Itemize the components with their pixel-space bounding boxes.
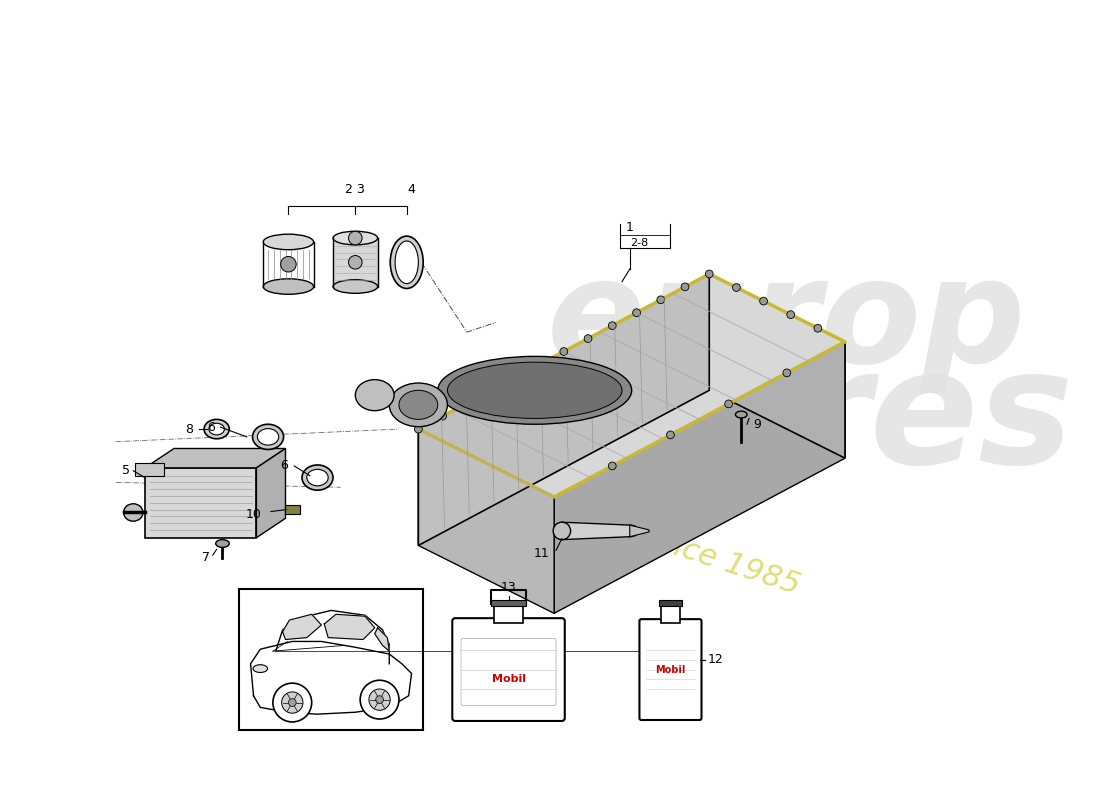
Circle shape (288, 698, 296, 706)
Text: 10: 10 (245, 508, 262, 521)
FancyBboxPatch shape (639, 619, 702, 720)
Text: 7: 7 (202, 550, 210, 563)
Polygon shape (333, 238, 377, 286)
Text: a passion  since 1985: a passion since 1985 (480, 471, 803, 601)
Ellipse shape (399, 390, 438, 419)
Text: 8: 8 (186, 422, 194, 435)
Circle shape (786, 310, 794, 318)
Ellipse shape (209, 423, 224, 435)
Circle shape (368, 689, 390, 710)
Circle shape (487, 386, 495, 394)
Bar (661, 604, 680, 623)
Polygon shape (562, 522, 629, 540)
Text: 5: 5 (121, 464, 130, 478)
Text: 11: 11 (534, 546, 549, 560)
Polygon shape (629, 525, 649, 537)
Text: 2: 2 (343, 183, 352, 196)
Polygon shape (145, 449, 286, 468)
Circle shape (360, 680, 399, 719)
Polygon shape (324, 614, 375, 639)
Text: Mobil: Mobil (656, 665, 685, 674)
Ellipse shape (438, 356, 631, 424)
Circle shape (814, 324, 822, 332)
Ellipse shape (123, 504, 143, 522)
Text: 1: 1 (626, 221, 634, 234)
Ellipse shape (302, 465, 333, 490)
Circle shape (349, 231, 362, 245)
Circle shape (280, 257, 296, 272)
Ellipse shape (355, 380, 394, 410)
Text: Mobil: Mobil (492, 674, 526, 684)
Circle shape (282, 692, 303, 714)
Circle shape (760, 298, 768, 305)
Circle shape (560, 348, 568, 355)
FancyBboxPatch shape (461, 638, 556, 706)
Circle shape (273, 683, 311, 722)
Circle shape (349, 255, 362, 269)
Text: 2-8: 2-8 (629, 238, 648, 248)
Circle shape (584, 334, 592, 342)
Circle shape (725, 400, 733, 408)
Ellipse shape (263, 234, 313, 250)
Circle shape (657, 296, 664, 304)
Polygon shape (710, 274, 845, 458)
Circle shape (463, 399, 471, 407)
Text: 12: 12 (707, 654, 723, 666)
Circle shape (512, 374, 519, 382)
Polygon shape (135, 463, 164, 476)
Bar (285, 505, 300, 514)
Ellipse shape (333, 280, 377, 294)
Bar (659, 600, 682, 606)
Ellipse shape (333, 231, 377, 245)
Ellipse shape (307, 470, 328, 486)
Polygon shape (554, 342, 845, 614)
Circle shape (783, 369, 791, 377)
Polygon shape (418, 274, 845, 497)
Circle shape (733, 284, 740, 291)
Text: 4: 4 (408, 183, 416, 196)
Ellipse shape (257, 429, 278, 445)
Circle shape (608, 462, 616, 470)
Circle shape (376, 696, 384, 703)
Polygon shape (418, 274, 710, 546)
Text: res: res (791, 342, 1074, 497)
Ellipse shape (448, 362, 622, 418)
Circle shape (705, 270, 713, 278)
Text: 6: 6 (207, 421, 215, 434)
Text: 13: 13 (500, 581, 516, 594)
Text: 3: 3 (356, 183, 364, 196)
Bar (145, 468, 256, 538)
Ellipse shape (553, 522, 571, 540)
Ellipse shape (253, 665, 267, 673)
Ellipse shape (395, 241, 418, 284)
Text: 6: 6 (280, 459, 288, 473)
Ellipse shape (389, 383, 448, 426)
Ellipse shape (216, 540, 229, 547)
Text: europ: europ (547, 252, 1026, 393)
Polygon shape (283, 614, 321, 639)
Bar (239, 589, 424, 730)
Ellipse shape (263, 278, 313, 294)
Polygon shape (418, 429, 554, 614)
Circle shape (415, 426, 422, 433)
Circle shape (439, 412, 447, 420)
Text: 9: 9 (752, 418, 761, 430)
Bar (491, 600, 526, 606)
Circle shape (608, 322, 616, 330)
Circle shape (667, 431, 674, 438)
FancyBboxPatch shape (452, 618, 564, 721)
Ellipse shape (736, 411, 747, 418)
Polygon shape (256, 449, 286, 538)
Circle shape (632, 309, 640, 317)
Bar (494, 604, 524, 623)
Polygon shape (251, 642, 411, 714)
Ellipse shape (390, 236, 424, 289)
Circle shape (536, 361, 543, 368)
Ellipse shape (253, 424, 284, 450)
Polygon shape (375, 628, 389, 651)
Ellipse shape (205, 419, 229, 438)
Ellipse shape (621, 525, 638, 537)
Circle shape (681, 283, 689, 290)
